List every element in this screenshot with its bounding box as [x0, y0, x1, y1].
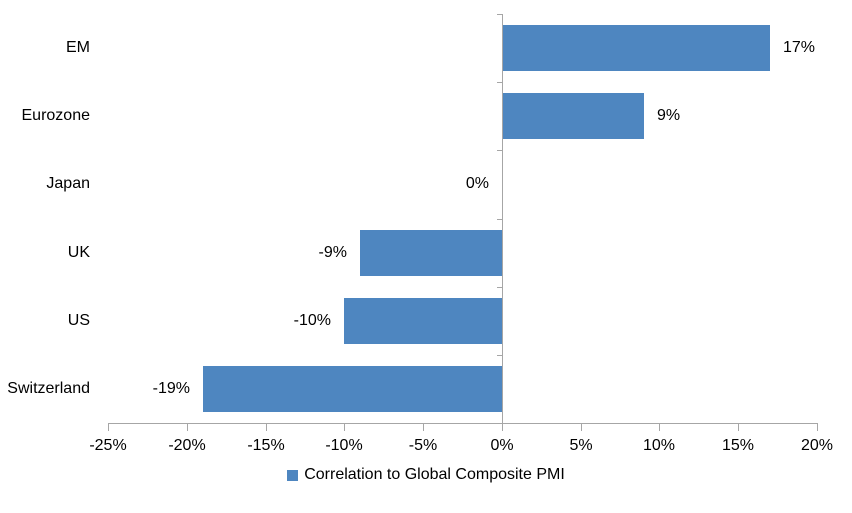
x-axis-tick: [817, 423, 818, 431]
x-axis-tick: [344, 423, 345, 431]
y-axis-line: [502, 14, 503, 424]
x-axis-tick: [423, 423, 424, 431]
category-axis-tick: [497, 423, 502, 424]
category-axis-tick: [497, 287, 502, 288]
x-tick-label: 5%: [569, 437, 593, 454]
bar: [502, 93, 644, 139]
category-axis-tick: [497, 150, 502, 151]
x-tick-label: -5%: [408, 437, 438, 454]
x-tick-label: 10%: [642, 437, 676, 454]
category-label: US: [67, 312, 90, 329]
x-tick-label: 0%: [490, 437, 514, 454]
x-axis-tick: [502, 423, 503, 431]
category-label: EM: [66, 39, 90, 56]
x-axis-tick: [108, 423, 109, 431]
value-label: 9%: [657, 107, 681, 124]
category-axis-tick: [497, 82, 502, 83]
x-tick-label: -15%: [247, 437, 285, 454]
legend-swatch-icon: [287, 469, 299, 481]
value-label: 0%: [465, 175, 489, 192]
x-tick-label: 15%: [721, 437, 755, 454]
x-axis-line: [108, 423, 817, 424]
category-label: UK: [67, 244, 90, 261]
x-axis-tick: [738, 423, 739, 431]
x-axis-tick: [266, 423, 267, 431]
value-label: -19%: [152, 380, 190, 397]
bar: [502, 25, 770, 71]
category-label: Japan: [46, 175, 90, 192]
x-axis-tick: [659, 423, 660, 431]
x-tick-label: -10%: [325, 437, 363, 454]
bar: [360, 230, 502, 276]
x-axis-tick: [187, 423, 188, 431]
bar: [344, 298, 502, 344]
category-axis-tick: [497, 14, 502, 15]
legend-label: Correlation to Global Composite PMI: [304, 466, 565, 483]
x-tick-label: -20%: [168, 437, 206, 454]
legend: Correlation to Global Composite PMI: [0, 465, 852, 485]
value-label: 17%: [783, 39, 816, 56]
x-axis-tick: [581, 423, 582, 431]
value-label: -10%: [293, 312, 331, 329]
x-tick-label: 20%: [800, 437, 834, 454]
category-label: Eurozone: [21, 107, 91, 124]
category-axis-tick: [497, 219, 502, 220]
category-label: Switzerland: [7, 380, 90, 397]
value-label: -9%: [318, 244, 347, 261]
bar: [203, 366, 502, 412]
x-tick-label: -25%: [89, 437, 127, 454]
category-axis-tick: [497, 355, 502, 356]
